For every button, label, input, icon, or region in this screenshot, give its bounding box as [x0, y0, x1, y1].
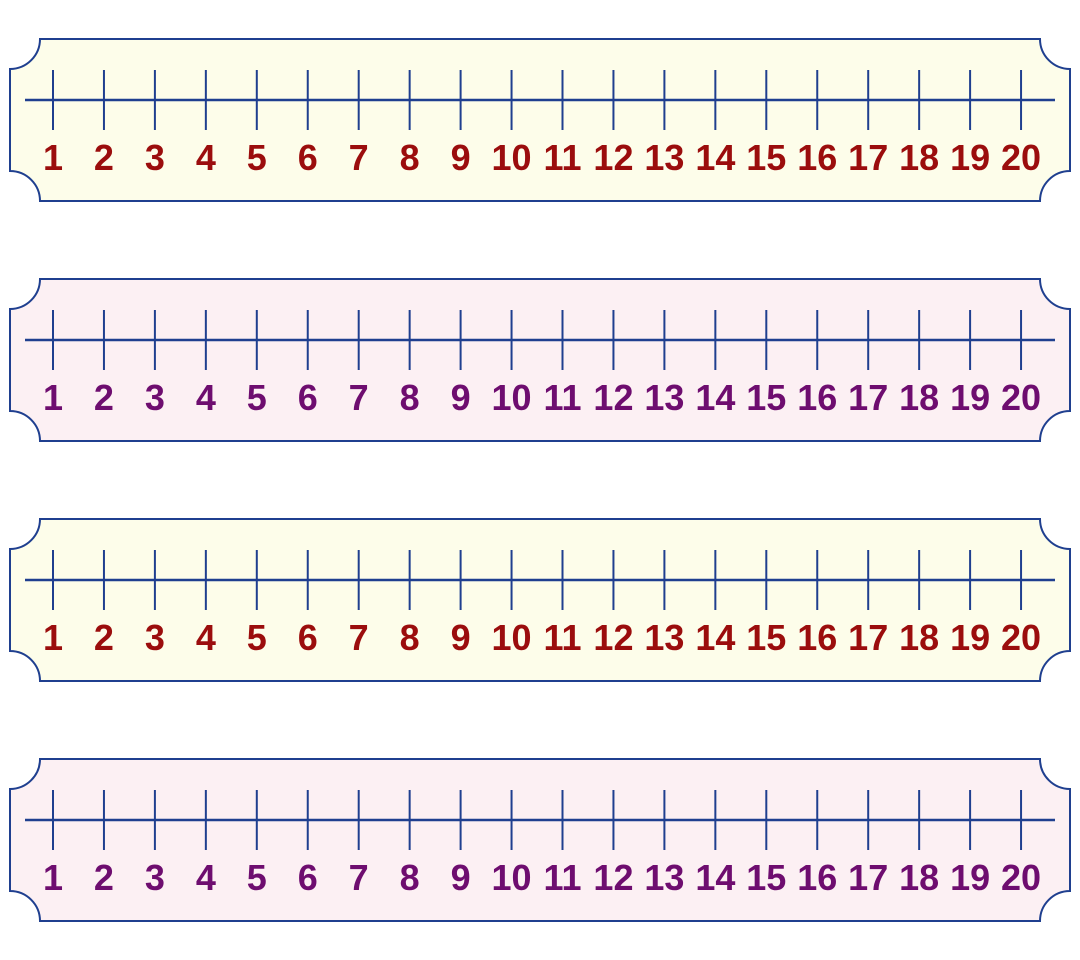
tick-label: 8	[400, 617, 420, 658]
tick-label: 10	[492, 377, 532, 418]
tick-label: 11	[543, 137, 581, 178]
tick-label: 1	[43, 857, 63, 898]
tick-label: 2	[94, 377, 114, 418]
strip-border	[9, 278, 1071, 442]
tick-label: 9	[451, 377, 471, 418]
tick-label: 19	[950, 617, 990, 658]
tick-label: 17	[848, 137, 888, 178]
tick-label: 2	[94, 617, 114, 658]
tick-label: 12	[593, 617, 633, 658]
tick-label: 5	[247, 617, 267, 658]
tick-label: 10	[492, 857, 532, 898]
tick-label: 3	[145, 137, 165, 178]
tick-label: 18	[899, 137, 939, 178]
tick-label: 17	[848, 617, 888, 658]
tick-label: 13	[644, 137, 684, 178]
tick-label: 15	[746, 857, 786, 898]
number-line-strip-1: 1 2 3 4 5 6 7 8 9 10 11 12 13 14 15 16 17 18 19 20	[9, 38, 1071, 202]
tick-label: 4	[196, 617, 216, 658]
tick-label: 14	[695, 617, 735, 658]
tick-label: 3	[145, 857, 165, 898]
number-line-strip-3: 1 2 3 4 5 6 7 8 9 10 11 12 13 14 15 16 17 18 19 20	[9, 518, 1071, 682]
tick-label: 14	[695, 857, 735, 898]
tick-label: 10	[492, 137, 532, 178]
tick-label: 14	[695, 137, 735, 178]
tick-label: 11	[543, 617, 581, 658]
number-line-strip-4: 1 2 3 4 5 6 7 8 9 10 11 12 13 14 15 16 17 18 19 20	[9, 758, 1071, 922]
tick-label: 6	[298, 617, 318, 658]
tick-label: 17	[848, 377, 888, 418]
tick-label: 19	[950, 857, 990, 898]
tick-label: 5	[247, 857, 267, 898]
tick-label: 14	[695, 377, 735, 418]
tick-label: 9	[451, 857, 471, 898]
tick-label: 7	[349, 377, 369, 418]
tick-label: 20	[1001, 857, 1041, 898]
tick-label: 18	[899, 857, 939, 898]
tick-label: 12	[593, 377, 633, 418]
tick-label: 2	[94, 857, 114, 898]
strip-border	[9, 518, 1071, 682]
tick-label: 7	[349, 857, 369, 898]
tick-label: 4	[196, 137, 216, 178]
tick-label: 5	[247, 137, 267, 178]
strip-border	[9, 38, 1071, 202]
tick-label: 7	[349, 137, 369, 178]
tick-label: 6	[298, 137, 318, 178]
tick-label: 8	[400, 377, 420, 418]
tick-label: 8	[400, 857, 420, 898]
tick-label: 16	[797, 377, 837, 418]
tick-label: 5	[247, 377, 267, 418]
tick-label: 15	[746, 137, 786, 178]
tick-label: 18	[899, 377, 939, 418]
tick-label: 16	[797, 617, 837, 658]
tick-label: 19	[950, 137, 990, 178]
tick-label: 4	[196, 857, 216, 898]
tick-label: 4	[196, 377, 216, 418]
tick-label: 15	[746, 377, 786, 418]
tick-label: 16	[797, 857, 837, 898]
tick-label: 1	[43, 377, 63, 418]
tick-label: 12	[593, 137, 633, 178]
tick-label: 7	[349, 617, 369, 658]
tick-label: 3	[145, 617, 165, 658]
tick-label: 1	[43, 137, 63, 178]
tick-label: 11	[543, 377, 581, 418]
strip-border	[9, 758, 1071, 922]
tick-label: 15	[746, 617, 786, 658]
tick-label: 13	[644, 377, 684, 418]
tick-label: 10	[492, 617, 532, 658]
tick-label: 12	[593, 857, 633, 898]
tick-label: 13	[644, 617, 684, 658]
tick-label: 20	[1001, 137, 1041, 178]
tick-label: 9	[451, 617, 471, 658]
tick-label: 18	[899, 617, 939, 658]
tick-label: 19	[950, 377, 990, 418]
tick-label: 6	[298, 377, 318, 418]
tick-label: 20	[1001, 377, 1041, 418]
tick-label: 17	[848, 857, 888, 898]
tick-label: 3	[145, 377, 165, 418]
tick-label: 6	[298, 857, 318, 898]
tick-label: 13	[644, 857, 684, 898]
number-line-strip-2: 1 2 3 4 5 6 7 8 9 10 11 12 13 14 15 16 17 18 19 20	[9, 278, 1071, 442]
tick-label: 9	[451, 137, 471, 178]
tick-label: 16	[797, 137, 837, 178]
tick-label: 1	[43, 617, 63, 658]
tick-label: 20	[1001, 617, 1041, 658]
tick-label: 2	[94, 137, 114, 178]
tick-label: 8	[400, 137, 420, 178]
tick-label: 11	[543, 857, 581, 898]
